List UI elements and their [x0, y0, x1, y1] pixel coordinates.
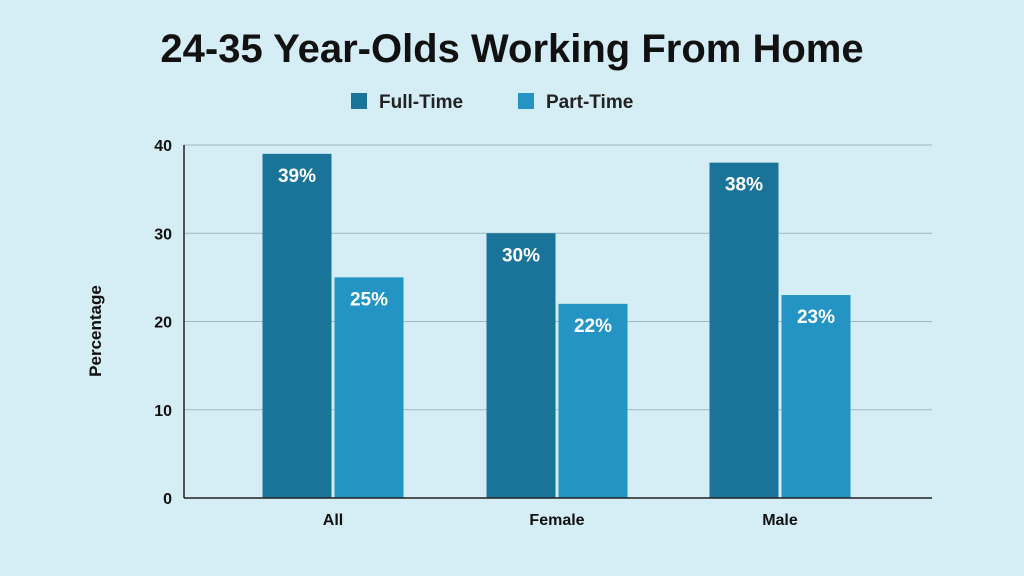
legend: Full-Time Part-Time [351, 92, 633, 113]
bar-part-time-all [334, 277, 404, 498]
data-label-part-time-female: 22% [574, 316, 612, 337]
bar-part-time-male [781, 295, 851, 498]
x-axis-ticks: All Female Male [323, 512, 798, 529]
data-label-full-time-male: 38% [725, 175, 763, 196]
chart-title: 24-35 Year-Olds Working From Home [160, 27, 863, 71]
data-label-part-time-male: 23% [797, 307, 835, 328]
data-labels: 39% 25% 30% 22% 38% 23% [278, 166, 835, 337]
data-label-full-time-all: 39% [278, 166, 316, 187]
y-tick-label-10: 10 [154, 403, 172, 420]
data-label-full-time-female: 30% [502, 245, 540, 266]
bar-full-time-male [709, 162, 779, 498]
y-axis-label: Percentage [86, 285, 105, 377]
y-tick-label-20: 20 [154, 315, 172, 332]
data-label-part-time-all: 25% [350, 289, 388, 310]
y-tick-label-30: 30 [154, 226, 172, 243]
bar-full-time-female [486, 233, 556, 498]
bar-part-time-female [558, 303, 628, 498]
legend-label-full-time: Full-Time [379, 92, 463, 113]
bars [262, 153, 851, 498]
y-axis-ticks: 0 10 20 30 40 [154, 138, 172, 508]
legend-swatch-part-time [518, 93, 534, 109]
x-tick-label-male: Male [762, 512, 798, 529]
x-tick-label-all: All [323, 512, 343, 529]
y-tick-label-0: 0 [163, 491, 172, 508]
y-tick-label-40: 40 [154, 138, 172, 155]
x-tick-label-female: Female [529, 512, 584, 529]
legend-swatch-full-time [351, 93, 367, 109]
bar-full-time-all [262, 153, 332, 498]
legend-label-part-time: Part-Time [546, 92, 633, 113]
